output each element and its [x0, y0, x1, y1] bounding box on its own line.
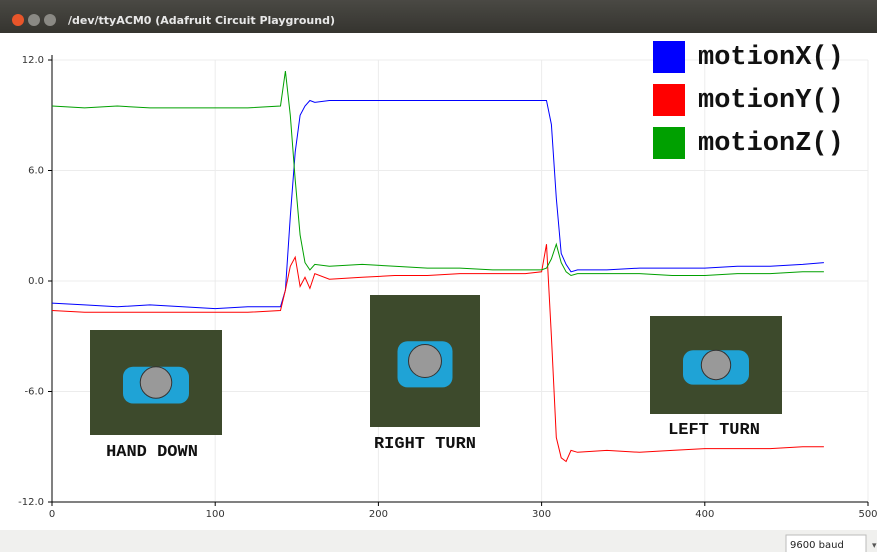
x-tick-label: 400 — [695, 509, 714, 520]
legend-swatch — [653, 41, 685, 73]
y-tick-label: -12.0 — [18, 497, 44, 508]
circuit-board — [139, 366, 173, 399]
annotation: HAND DOWN — [106, 443, 198, 462]
x-tick-label: 100 — [206, 509, 225, 520]
dropdown-arrow: ▾ — [872, 541, 877, 551]
window-title: /dev/ttyACM0 (Adafruit Circuit Playgroun… — [68, 14, 335, 27]
y-tick-label: 0.0 — [28, 276, 44, 287]
series-line — [51, 99, 824, 310]
legend-label: motionY() — [698, 86, 844, 116]
y-tick-label: 12.0 — [22, 55, 44, 66]
legend-swatch — [653, 84, 685, 116]
legend-label: motionZ() — [698, 129, 844, 159]
annotation: RIGHT TURN — [374, 435, 476, 454]
close-button[interactable] — [12, 14, 24, 26]
series-line — [51, 244, 824, 463]
circuit-board — [408, 344, 442, 378]
footer — [0, 530, 877, 552]
annotation: LEFT TURN — [668, 421, 760, 440]
x-tick-label: 200 — [369, 509, 388, 520]
x-tick-label: 500 — [858, 509, 877, 520]
baud-select[interactable] — [785, 534, 867, 552]
y-tick-label: 6.0 — [28, 166, 44, 177]
legend-swatch — [653, 127, 685, 159]
x-tick-label: 300 — [532, 509, 551, 520]
minimize-button[interactable] — [28, 14, 40, 26]
maximize-button[interactable] — [44, 14, 56, 26]
x-tick-label: 0 — [49, 509, 55, 520]
legend-label: motionX() — [698, 43, 844, 73]
title-bar — [0, 0, 877, 33]
circuit-board — [700, 349, 732, 381]
series-line — [51, 71, 824, 277]
baud-label: 9600 baud — [790, 540, 844, 551]
y-tick-label: -6.0 — [24, 387, 44, 398]
